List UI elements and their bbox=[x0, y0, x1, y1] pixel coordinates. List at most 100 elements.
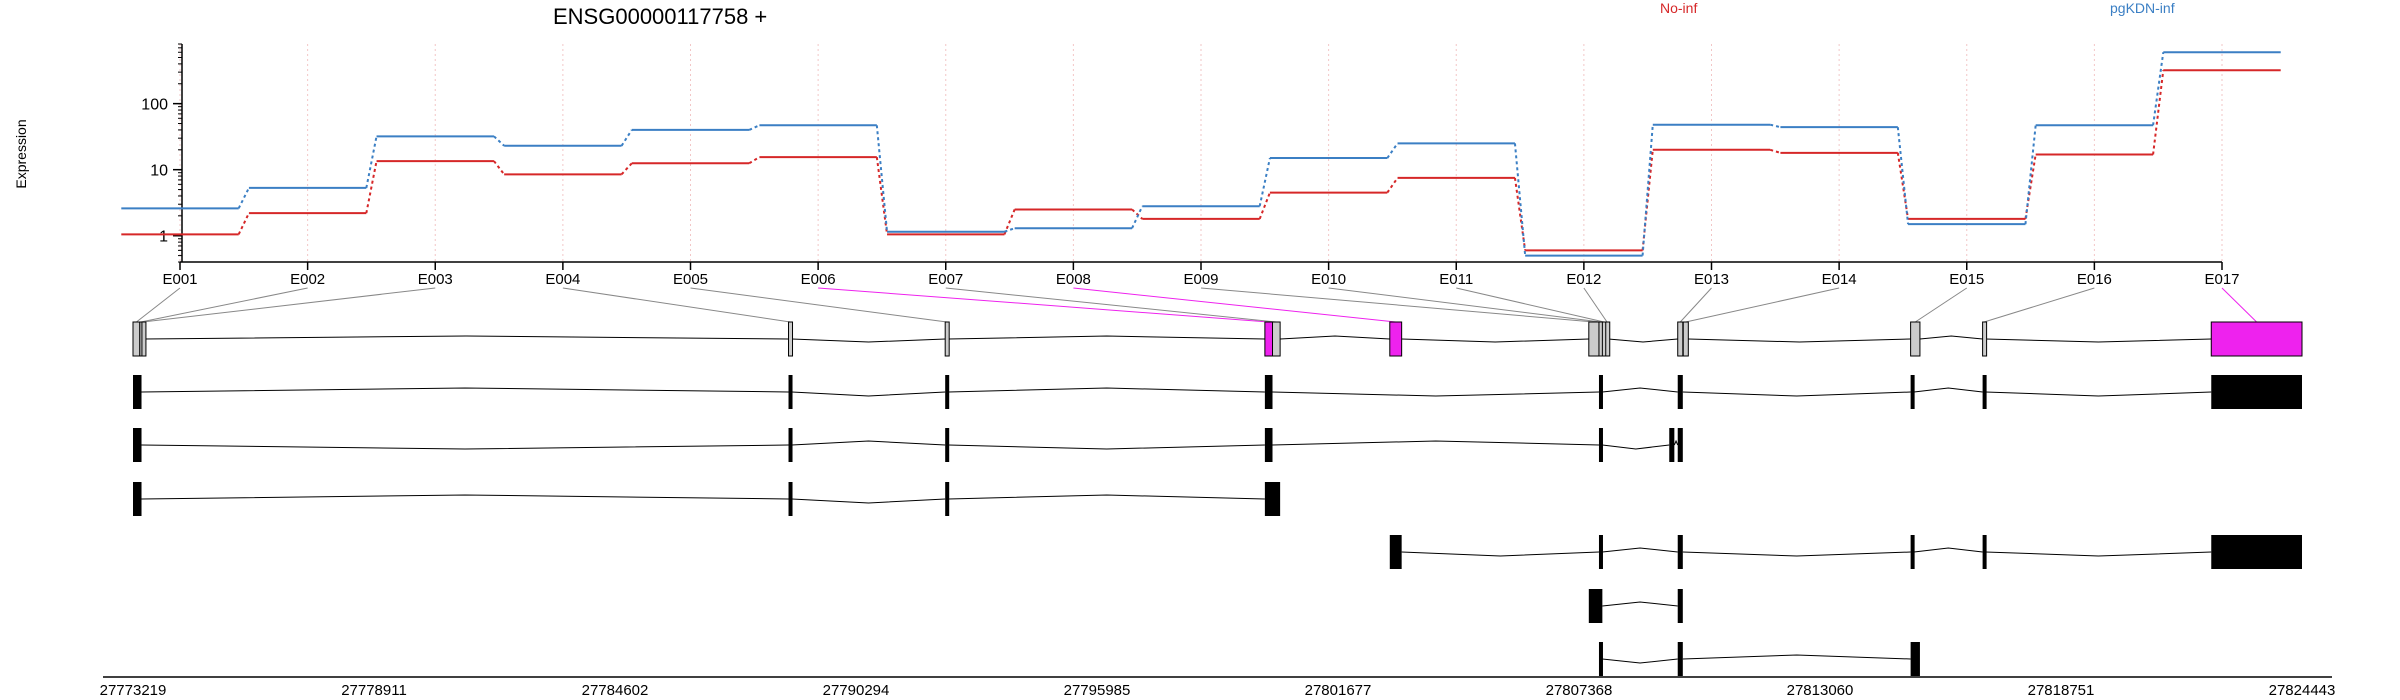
transcript-exon bbox=[945, 428, 950, 462]
exon-axis: E001 E002 E003 E004 E005 E006 E007 E008 E009 E010… bbox=[162, 261, 2240, 288]
series-connector bbox=[1004, 227, 1015, 233]
grid-lines bbox=[179, 44, 2223, 262]
y-axis-label: Expression bbox=[13, 119, 29, 188]
transcript-exon bbox=[1677, 589, 1683, 623]
transcript-intron bbox=[1401, 551, 1599, 557]
transcript-row bbox=[133, 375, 2302, 409]
transcript-intron bbox=[1602, 444, 1670, 450]
exon-label-e016: E016 bbox=[2077, 271, 2112, 288]
transcript-intron bbox=[1913, 387, 1983, 393]
series-connector bbox=[365, 160, 378, 214]
exon-label-e014: E014 bbox=[1822, 271, 1857, 288]
series-connector bbox=[237, 187, 250, 209]
series-connector bbox=[875, 156, 889, 235]
exon-track bbox=[132, 321, 2303, 357]
series-connector bbox=[1641, 124, 1654, 256]
series-connector bbox=[1896, 152, 1910, 220]
transcript-row bbox=[1588, 589, 1683, 623]
y-tick-label: 10 bbox=[150, 163, 168, 180]
transcript-row bbox=[133, 482, 1281, 516]
transcript-exon bbox=[1598, 535, 1603, 569]
transcript-exon bbox=[133, 428, 142, 462]
series-connector bbox=[1258, 157, 1271, 207]
exon-label-e007: E007 bbox=[928, 271, 963, 288]
transcript-intron bbox=[1913, 547, 1983, 553]
exon-block-e017 bbox=[2210, 321, 2303, 357]
exon-label-e001: E001 bbox=[162, 271, 197, 288]
transcript-exon bbox=[1910, 535, 1915, 569]
gene-title: ENSG00000117758 + bbox=[553, 4, 767, 29]
exon-connector bbox=[690, 287, 947, 323]
exon-track-intron bbox=[1401, 338, 1589, 343]
transcript-intron bbox=[1682, 391, 1911, 397]
exon-connector bbox=[1679, 287, 1712, 323]
transcript-row bbox=[133, 428, 1683, 462]
genomic-tick-label: 27778911 bbox=[341, 682, 407, 699]
exon-connector bbox=[1583, 287, 1608, 323]
transcript-intron bbox=[948, 494, 1265, 500]
exon-block-e006 bbox=[1264, 321, 1274, 357]
series-connector bbox=[1513, 143, 1527, 256]
exon-connector bbox=[818, 287, 1269, 323]
transcript-intron bbox=[1985, 391, 2212, 397]
transcript-intron bbox=[1682, 551, 1911, 557]
genomic-tick-label: 27795985 bbox=[1064, 682, 1131, 699]
exon-block-e016 bbox=[1982, 321, 1988, 357]
exon-track-intron bbox=[1688, 338, 1911, 343]
exon-track-intron bbox=[1985, 338, 2212, 343]
exon-label-e011: E011 bbox=[1439, 271, 1473, 288]
transcript-exon bbox=[1264, 428, 1273, 462]
transcript-exon bbox=[945, 482, 950, 516]
transcript-exon bbox=[1982, 535, 1987, 569]
series-connector bbox=[493, 160, 505, 175]
expression-series bbox=[121, 51, 2281, 257]
transcript-intron bbox=[1272, 391, 1599, 397]
exon-block-e009 bbox=[1588, 321, 1600, 357]
series-connector bbox=[365, 136, 378, 189]
transcript-exon bbox=[1677, 428, 1683, 462]
exon-block-e001 bbox=[132, 321, 141, 357]
genomic-tick-label: 27824443 bbox=[2269, 682, 2336, 699]
transcript-exon bbox=[1982, 375, 1987, 409]
series-connector bbox=[493, 135, 505, 147]
transcript-intron bbox=[948, 387, 1265, 393]
series-connector bbox=[620, 129, 633, 147]
series-connector bbox=[1386, 142, 1399, 159]
transcript-exon bbox=[1677, 375, 1683, 409]
exon-track-intron bbox=[1919, 335, 1983, 340]
exon-label-e004: E004 bbox=[545, 271, 580, 288]
y-tick-label: 1 bbox=[159, 229, 168, 246]
series-pgkdn-inf bbox=[121, 51, 2281, 257]
transcript-intron bbox=[1602, 601, 1678, 607]
transcript-exon bbox=[1588, 589, 1603, 623]
exon-label-e003: E003 bbox=[418, 271, 453, 288]
series-no-inf bbox=[121, 69, 2281, 252]
transcript-intron bbox=[1682, 654, 1911, 660]
series-connector bbox=[748, 156, 760, 165]
transcript-exon bbox=[2211, 535, 2302, 569]
series-connector bbox=[2024, 154, 2037, 220]
transcript-intron bbox=[1602, 547, 1678, 553]
exon-connector bbox=[1685, 287, 1840, 323]
transcript-exon bbox=[1677, 535, 1683, 569]
exon-connector bbox=[945, 287, 1277, 323]
genomic-tick-label: 27784602 bbox=[582, 682, 649, 699]
transcript-intron bbox=[1985, 551, 2212, 557]
exon-label-e015: E015 bbox=[1949, 271, 1984, 288]
exon-track-intron bbox=[1280, 335, 1390, 340]
exon-label-e012: E012 bbox=[1566, 271, 1601, 288]
transcript-exon bbox=[1910, 375, 1915, 409]
exon-connector bbox=[1983, 287, 2095, 323]
transcript-row bbox=[1598, 642, 1920, 676]
series-connector bbox=[1769, 148, 1781, 154]
series-connector bbox=[237, 212, 250, 235]
series-connector bbox=[1896, 127, 1910, 225]
exon-connector bbox=[1073, 287, 1396, 323]
series-connector bbox=[1769, 123, 1781, 129]
legend-no-inf: No-inf bbox=[1660, 0, 1697, 16]
transcript-exon bbox=[1598, 375, 1603, 409]
transcript-intron bbox=[791, 498, 946, 504]
series-connector bbox=[1003, 209, 1016, 235]
transcript-exon bbox=[788, 428, 793, 462]
